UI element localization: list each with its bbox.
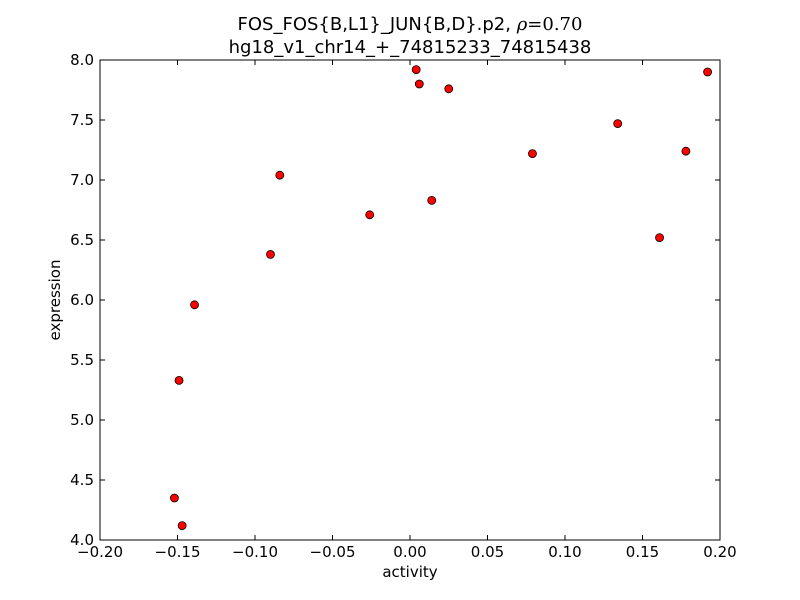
y-tick-label: 7.0 xyxy=(70,171,94,189)
x-tick-label: −0.20 xyxy=(77,543,123,561)
chart-title-line2: hg18_v1_chr14_+_74815233_74815438 xyxy=(229,37,592,58)
data-point xyxy=(444,84,454,94)
data-point xyxy=(528,149,537,159)
axis-ticks xyxy=(99,59,721,541)
data-point xyxy=(414,79,424,89)
title-rho-symbol: ρ xyxy=(516,14,528,35)
data-point xyxy=(411,65,421,74)
y-tick-label: 5.0 xyxy=(70,411,94,429)
y-tick-label: 4.0 xyxy=(70,531,94,549)
data-point xyxy=(681,146,691,156)
data-point xyxy=(190,300,199,310)
x-axis-label: activity xyxy=(382,563,437,581)
x-tick-label: 0.00 xyxy=(393,543,426,561)
y-tick-label: 6.0 xyxy=(70,291,94,309)
data-point xyxy=(427,195,437,205)
chart-title-line1: FOS_FOS{B,L1}_JUN{B,D}.p2, ρ=0.70 xyxy=(238,14,583,35)
data-points xyxy=(169,65,712,530)
x-tick-label: −0.10 xyxy=(232,543,278,561)
x-tick-label: −0.05 xyxy=(310,543,356,561)
data-point xyxy=(613,119,623,128)
x-tick-label: 0.05 xyxy=(471,543,504,561)
axis-tick-labels: −0.20 −0.15 −0.10 −0.05 0.00 0.05 0.10 0.15 0.20… xyxy=(70,51,737,561)
plot-frame xyxy=(99,59,721,541)
data-point xyxy=(174,375,184,385)
data-point xyxy=(703,67,712,77)
data-point xyxy=(266,249,275,259)
x-tick-label: −0.15 xyxy=(155,543,201,561)
data-point xyxy=(177,521,187,530)
data-point xyxy=(275,170,285,180)
x-tick-label: 0.20 xyxy=(703,543,736,561)
y-tick-label: 8.0 xyxy=(70,51,94,69)
y-tick-label: 7.5 xyxy=(70,111,94,129)
y-axis-label: expression xyxy=(46,260,64,341)
x-tick-label: 0.15 xyxy=(626,543,659,561)
y-tick-label: 4.5 xyxy=(70,471,94,489)
y-tick-label: 5.5 xyxy=(70,351,94,369)
title-text: FOS_FOS{B,L1}_JUN{B,D}.p2, xyxy=(238,14,517,35)
x-tick-label: 0.10 xyxy=(548,543,581,561)
data-point xyxy=(365,210,375,220)
data-point xyxy=(169,493,179,503)
title-rho-value: =0.70 xyxy=(527,14,582,35)
data-point xyxy=(655,233,664,243)
y-tick-label: 6.5 xyxy=(70,231,94,249)
